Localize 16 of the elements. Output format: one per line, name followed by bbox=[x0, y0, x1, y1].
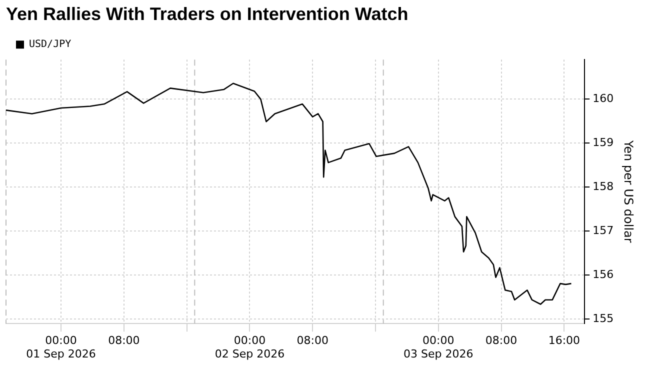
x-tick-label: 00:00 03 Sep 2026 bbox=[404, 334, 474, 360]
y-axis-title: Yen per US dollar bbox=[622, 139, 636, 243]
y-tick-label: 156 bbox=[592, 268, 614, 282]
x-tick-label: 08:00 bbox=[485, 334, 518, 348]
x-tick-label: 08:00 bbox=[108, 334, 140, 348]
x-tick-label: 00:00 02 Sep 2026 bbox=[214, 334, 285, 360]
y-tick-label: 159 bbox=[592, 136, 614, 150]
y-tick-label: 155 bbox=[592, 312, 614, 326]
x-tick-label: 00:00 01 Sep 2026 bbox=[26, 334, 96, 360]
x-tick-label: 08:00 bbox=[296, 334, 328, 348]
y-tick-label: 158 bbox=[592, 180, 614, 194]
y-tick-label: 157 bbox=[592, 224, 614, 238]
chart-title: Yen Rallies With Traders on Intervention Watch bbox=[6, 4, 408, 24]
x-tick-label: 16:00 bbox=[548, 334, 580, 348]
legend-label: USD/JPY bbox=[29, 39, 72, 50]
y-tick-label: 160 bbox=[592, 92, 614, 106]
